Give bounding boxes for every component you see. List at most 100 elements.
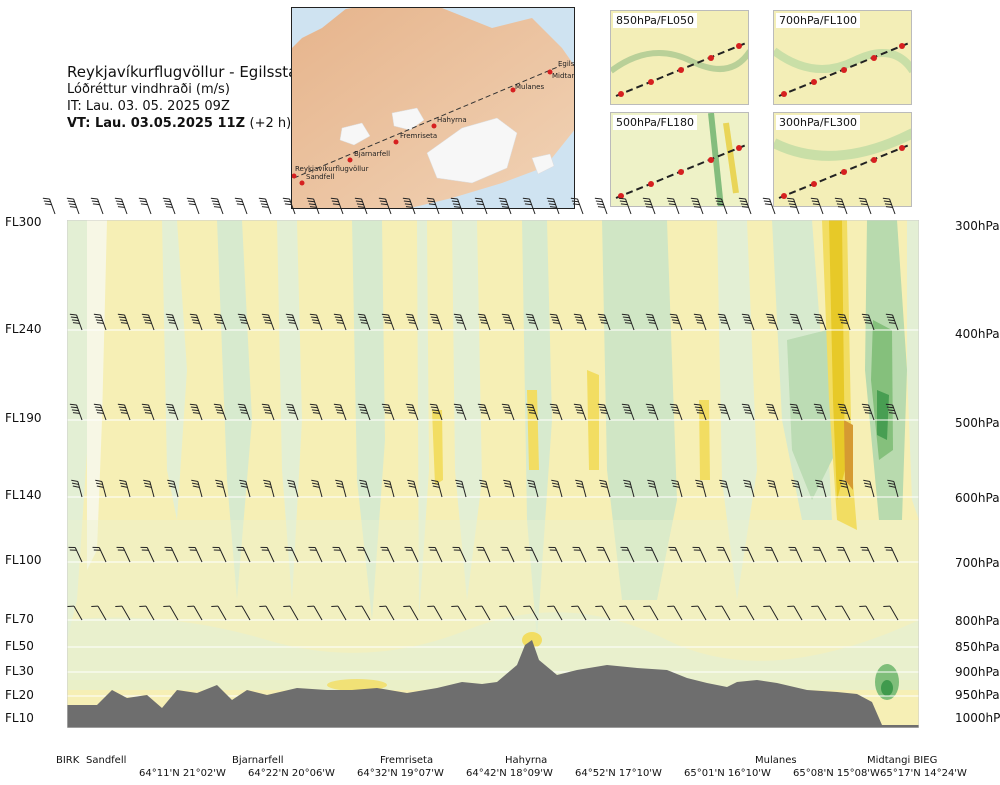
wind-barb: [813, 313, 827, 331]
wind-barb: [714, 197, 728, 215]
wind-barb: [762, 197, 776, 215]
wind-barb: [882, 197, 896, 215]
wind-barb: [741, 313, 755, 331]
wind-barb: [767, 479, 779, 498]
wind-barb: [402, 197, 416, 215]
wind-barb: [503, 479, 515, 498]
wind-barb: [427, 605, 443, 621]
wind-barb: [403, 605, 419, 621]
wind-barb: [236, 546, 251, 563]
wind-barb: [42, 197, 56, 215]
wind-barb: [597, 403, 611, 421]
init-time: IT: Lau. 03. 05. 2025 09Z: [67, 99, 230, 114]
wind-barb: [739, 605, 755, 621]
wind-barb: [883, 605, 899, 621]
place-label: Sandfell: [86, 755, 127, 766]
wind-barb: [68, 546, 83, 563]
fl-label: FL70: [5, 612, 34, 626]
wind-barb: [693, 313, 707, 331]
wind-barb: [191, 479, 203, 498]
svg-text:Reykjavíkurflugvöllur: Reykjavíkurflugvöllur: [295, 165, 369, 173]
wind-barb: [453, 313, 467, 331]
wind-barb: [885, 403, 899, 421]
wind-barb: [549, 403, 563, 421]
wind-barb: [138, 197, 152, 215]
wind-barb: [547, 605, 563, 621]
wind-barb: [356, 546, 371, 563]
thumbnail-label: 850hPa/FL050: [613, 13, 698, 28]
wind-barb: [165, 403, 179, 421]
place-label: BIRK: [56, 755, 80, 766]
wind-barb: [858, 197, 872, 215]
wind-barb: [551, 479, 563, 498]
wind-barb: [501, 313, 515, 331]
wind-barb: [884, 546, 899, 563]
wind-barb: [333, 313, 347, 331]
thumbnail-300[interactable]: 300hPa/FL300: [773, 112, 912, 207]
wind-barb: [450, 197, 464, 215]
wind-barb: [211, 605, 227, 621]
pressure-label: 800hPa: [955, 614, 1000, 628]
wind-barb: [116, 546, 131, 563]
thumbnail-500[interactable]: 500hPa/FL180: [610, 112, 749, 207]
wind-barb: [644, 546, 659, 563]
wind-barb: [839, 479, 851, 498]
wind-barb: [285, 403, 299, 421]
wind-barb: [383, 479, 395, 498]
wind-barb: [93, 403, 107, 421]
wind-barb: [307, 605, 323, 621]
wind-barb: [287, 479, 299, 498]
wind-barb: [812, 546, 827, 563]
wind-barb: [428, 546, 443, 563]
wind-barb: [716, 546, 731, 563]
thumbnail-label: 700hPa/FL100: [776, 13, 861, 28]
wind-barb: [740, 546, 755, 563]
wind-barb: [66, 197, 80, 215]
wind-barb: [141, 313, 155, 331]
wind-barb: [522, 197, 536, 215]
wind-barb: [333, 403, 347, 421]
wind-barb: [691, 605, 707, 621]
thumbnail-label: 500hPa/FL180: [613, 115, 698, 130]
wind-barb: [596, 546, 611, 563]
chart-title: Reykjavíkurflugvöllur - Egilsstaðir: [67, 63, 317, 81]
wind-barb: [117, 313, 131, 331]
coord-label: 65°01'N 16°10'W: [684, 768, 771, 779]
wind-barb: [887, 479, 899, 498]
wind-barb: [163, 605, 179, 621]
wind-barb: [285, 313, 299, 331]
wind-barb: [548, 546, 563, 563]
coord-label: 64°22'N 20°06'W: [248, 768, 335, 779]
place-label: Mulanes: [755, 755, 797, 766]
wind-barb: [885, 313, 899, 331]
coord-label: 65°17'N 14°24'W: [880, 768, 967, 779]
wind-barb: [93, 313, 107, 331]
thumbnail-700[interactable]: 700hPa/FL100: [773, 10, 912, 105]
wind-barb: [498, 197, 512, 215]
fl-label: FL10: [5, 711, 34, 725]
thumbnail-850[interactable]: 850hPa/FL050: [610, 10, 749, 105]
wind-barb: [379, 605, 395, 621]
place-label: Midtangi BIEG: [867, 755, 938, 766]
wind-barb: [407, 479, 419, 498]
wind-barb: [623, 479, 635, 498]
wind-barb: [455, 479, 467, 498]
wind-barb: [692, 546, 707, 563]
fl-label: FL20: [5, 688, 34, 702]
wind-barb: [114, 197, 128, 215]
place-label: Hahyrna: [505, 755, 548, 766]
wind-barb: [453, 403, 467, 421]
wind-barb: [451, 605, 467, 621]
wind-barb: [258, 197, 272, 215]
wind-barb: [594, 197, 608, 215]
wind-barb: [645, 403, 659, 421]
wind-barb: [259, 605, 275, 621]
wind-barb: [479, 479, 491, 498]
wind-barb: [717, 403, 731, 421]
wind-barb: [284, 546, 299, 563]
wind-barb: [237, 313, 251, 331]
valid-time: VT: Lau. 03.05.2025 11Z (+2 h): [67, 116, 292, 131]
wind-barb: [283, 605, 299, 621]
pressure-label: 850hPa: [955, 640, 1000, 654]
wind-barb: [119, 479, 131, 498]
